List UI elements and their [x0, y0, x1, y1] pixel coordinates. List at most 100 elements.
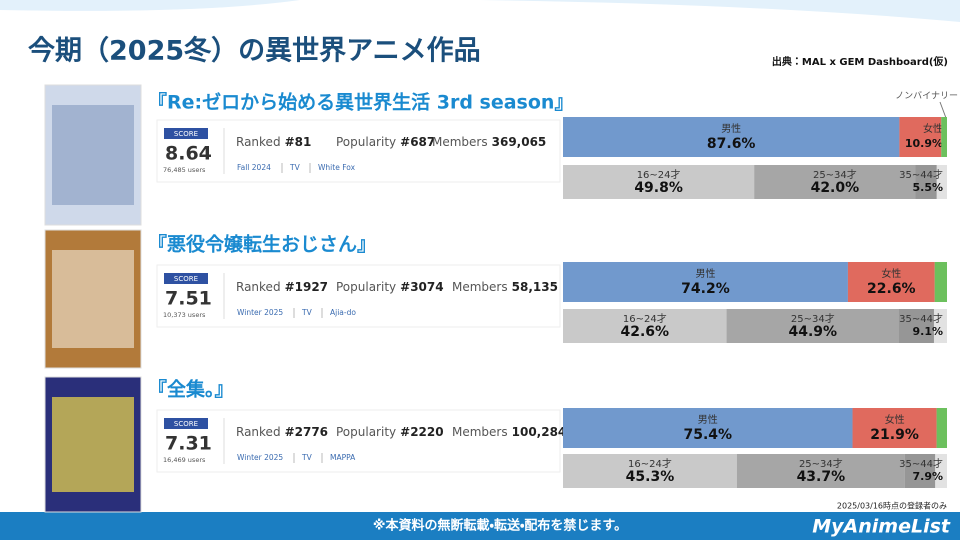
stat: Members 100,284 [452, 425, 566, 439]
poster-art [52, 105, 134, 205]
entry-title: 『Re:ゼロから始める異世界生活 3rd season』 [148, 91, 573, 114]
age-segment [736, 454, 905, 488]
stat-label: Members [432, 135, 488, 149]
stat-label: Ranked [236, 425, 281, 439]
stat-value: #2776 [285, 425, 328, 439]
stat-value: #81 [285, 135, 312, 149]
users: 76,485 users [163, 166, 206, 174]
nonbinary-label: ノンバイナリー [895, 91, 958, 102]
age-value: 49.8% [634, 180, 683, 196]
entries: 『Re:ゼロから始める異世界生活 3rd season』 SCORE 8.6476,… [44, 84, 947, 513]
stat-value: #3074 [400, 280, 443, 294]
stat: Ranked #1927 [236, 280, 328, 294]
age-segment [563, 165, 755, 199]
meta: TV [301, 453, 313, 462]
gender-value: 87.6% [707, 136, 756, 152]
gender-value: 74.2% [681, 281, 730, 297]
card [156, 119, 561, 183]
stat-label: Members [452, 280, 508, 294]
entry-title: 『悪役令嬢転生おじさん』 [148, 233, 376, 256]
card [156, 264, 561, 328]
gender-segment [852, 408, 937, 448]
age-value: 44.9% [789, 324, 838, 340]
gender-value: 21.9% [870, 427, 919, 443]
score-badge [164, 418, 208, 429]
gender-value: 22.6% [867, 281, 916, 297]
note: 2025/03/16時点の登録者のみ [837, 501, 947, 511]
stat-value: #687 [400, 135, 435, 149]
age-segment [563, 309, 727, 343]
gender-name: 女性 [923, 122, 943, 135]
callout-line [939, 101, 947, 119]
age-name: 16~24才 [628, 457, 672, 470]
score: 7.51 [165, 288, 212, 310]
meta: Winter 2025 [237, 308, 283, 317]
gender-segment [563, 117, 900, 157]
poster-art [52, 250, 134, 348]
entry-title: 『全集。』 [148, 378, 234, 401]
gender-name: 男性 [721, 122, 741, 135]
age-name: 16~24才 [623, 312, 667, 325]
card [156, 409, 561, 473]
stat-label: Ranked [236, 135, 281, 149]
source: 出典：MAL x GEM Dashboard(仮) [772, 55, 948, 68]
meta: TV [301, 308, 313, 317]
gender-segment [936, 408, 947, 448]
entry: 『Re:ゼロから始める異世界生活 3rd season』 SCORE 8.6476,… [44, 84, 947, 226]
stat-label: Popularity [336, 425, 396, 439]
age-name: 35~44才 [899, 457, 943, 470]
age-name: 35~44才 [899, 168, 943, 181]
stat-label: Popularity [336, 280, 396, 294]
score: 8.64 [165, 143, 212, 165]
meta: Fall 2024 [237, 163, 271, 172]
meta: White Fox [318, 163, 356, 172]
age-name: 35~44才 [899, 312, 943, 325]
slide-title: 今期（2025冬）の異世界アニメ作品 [28, 35, 481, 67]
age-name: 25~34才 [813, 168, 857, 181]
stat: Ranked #81 [236, 135, 311, 149]
stat: Members 369,065 [432, 135, 546, 149]
meta: Winter 2025 [237, 453, 283, 462]
decoration [480, 0, 960, 22]
stat-value: 58,135 [512, 280, 558, 294]
age-value: 5.5% [912, 181, 943, 194]
stat-label: Ranked [236, 280, 281, 294]
poster-art [52, 397, 134, 492]
footer-text: ※本資料の無断転載・転送・配布を禁じます。 [373, 518, 627, 534]
gender-name: 男性 [698, 413, 718, 426]
age-value: 9.1% [912, 325, 943, 338]
gender-segment [899, 117, 942, 157]
stat-label: Popularity [336, 135, 396, 149]
age-segment [915, 165, 937, 199]
stat-value: #2220 [400, 425, 443, 439]
meta: Ajia-do [330, 308, 356, 317]
age-value: 7.9% [912, 470, 943, 483]
score-badge [164, 273, 208, 284]
score-label: SCORE [174, 420, 198, 428]
age-value: 42.6% [621, 324, 670, 340]
age-name: 25~34才 [799, 457, 843, 470]
age-value: 42.0% [811, 180, 860, 196]
gender-segment [934, 262, 947, 302]
gender-segment [563, 262, 848, 302]
stat-label: Members [452, 425, 508, 439]
stat: Ranked #2776 [236, 425, 328, 439]
stat: Popularity #3074 [336, 280, 444, 294]
gender-value: 75.4% [683, 427, 732, 443]
score-label: SCORE [174, 130, 198, 138]
age-segment [899, 309, 934, 343]
age-value: 45.3% [626, 469, 675, 485]
meta: MAPPA [330, 453, 356, 462]
age-name: 16~24才 [637, 168, 681, 181]
gender-segment [847, 262, 935, 302]
gender-value: 10.9% [905, 137, 943, 150]
score: 7.31 [165, 433, 212, 455]
gender-name: 男性 [695, 267, 715, 280]
stat-value: #1927 [285, 280, 328, 294]
gender-segment [941, 117, 947, 157]
footer-bar [0, 512, 960, 540]
age-value: 43.7% [797, 469, 846, 485]
stat: Popularity #2220 [336, 425, 444, 439]
